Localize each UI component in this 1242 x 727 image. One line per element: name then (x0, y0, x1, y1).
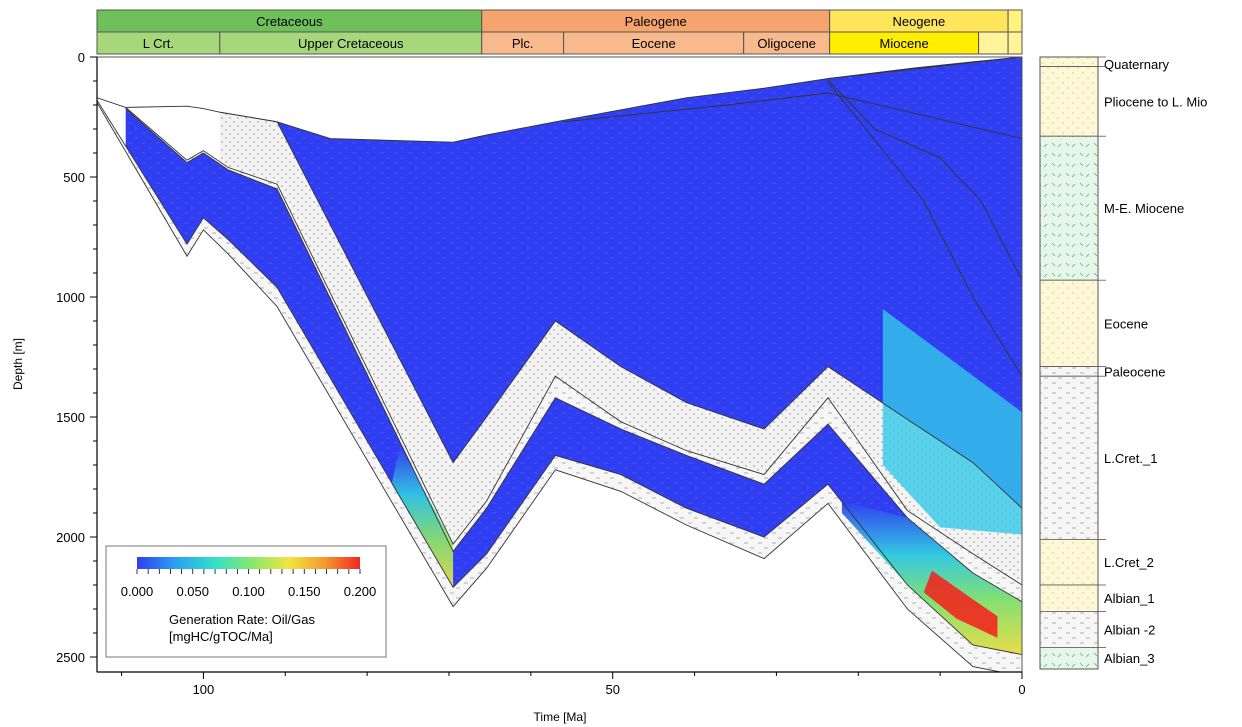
strat-unit (1039, 366, 1099, 377)
strat-unit (1039, 647, 1099, 670)
horizon-line-h1 (97, 57, 1022, 143)
epoch-label: Eocene (632, 36, 676, 51)
strat-unit-label: L.Cret._1 (1104, 451, 1157, 466)
x-tick-label: 0 (1018, 682, 1025, 697)
strat-unit (1039, 584, 1099, 612)
plot-area (97, 57, 1022, 672)
epoch-label: Oligocene (757, 36, 816, 51)
strat-unit (1039, 279, 1099, 368)
strat-unit-label: L.Cret_2 (1104, 555, 1154, 570)
colorbar-tick-label: 0.100 (232, 584, 265, 599)
epoch-label: Upper Cretaceous (298, 36, 404, 51)
epoch-cell (978, 31, 1009, 55)
colorbar-ticks: 0.000 0.050 0.100 0.150 0.200 (121, 569, 377, 599)
colorbar-legend: 0.000 0.050 0.100 0.150 0.200 Generation Rat… (105, 545, 387, 658)
strat-unit (1039, 611, 1099, 648)
period-label: Paleogene (625, 14, 687, 29)
horizon-line-h6 (125, 107, 1022, 586)
y-tick-label: 500 (63, 170, 85, 185)
y-tick-label: 2500 (56, 650, 85, 665)
colorbar-tick-label: 0.000 (121, 584, 154, 599)
layer-upper-source (219, 57, 1022, 509)
layer-paleocene-carrier (219, 112, 1022, 585)
period-label: Cretaceous (256, 14, 323, 29)
strat-unit (1039, 375, 1099, 540)
x-tick-label: 100 (193, 682, 215, 697)
epoch-label: Miocene (880, 36, 929, 51)
x-axis-title: Time [Ma] (534, 710, 587, 724)
strat-unit-label: Albian_1 (1104, 591, 1155, 606)
y-tick-label: 0 (78, 50, 85, 65)
colorbar-tick-label: 0.050 (176, 584, 209, 599)
period-label: Neogene (892, 14, 945, 29)
strat-unit (1039, 539, 1099, 586)
y-tick-label: 2000 (56, 530, 85, 545)
strat-unit-label: Albian -2 (1104, 622, 1155, 637)
y-tick-label: 1000 (56, 290, 85, 305)
epoch-label: Plc. (512, 36, 534, 51)
colorbar-gradient (137, 557, 360, 569)
hot-zone-peak (923, 570, 998, 638)
horizon-line-h2 (563, 92, 1022, 140)
epoch-cell (1007, 31, 1023, 55)
layer-albian-base (97, 100, 1022, 672)
epoch-label: L Crt. (143, 36, 174, 51)
period-cell (1007, 9, 1023, 33)
strat-column-frame (1039, 56, 1099, 670)
x-tick-label: 50 (605, 682, 619, 697)
horizon-line-h9 (97, 102, 1003, 672)
y-axis-title: Depth [m] (11, 338, 25, 390)
strat-unit (1039, 135, 1099, 281)
y-tick-label: 1500 (56, 410, 85, 425)
horizon-line-h8 (97, 99, 1022, 656)
horizon-line-h5 (219, 111, 1022, 509)
strat-unit-label: Albian_3 (1104, 651, 1155, 666)
strat-unit-label: Pliocene to L. Mio (1104, 94, 1207, 109)
strat-unit (1039, 56, 1099, 67)
strat-unit-label: Quaternary (1104, 57, 1170, 72)
warm-zone-upper-source (882, 309, 1022, 535)
horizon-line-h4 (827, 81, 1022, 377)
strat-unit-label: Paleocene (1104, 365, 1165, 380)
colorbar-tick-label: 0.200 (344, 584, 377, 599)
colorbar-label-line1: Generation Rate: Oil/Gas (169, 612, 315, 627)
stratigraphic-column: Quaternary Pliocene to L. Mio M-E. Miocene… (1039, 56, 1207, 670)
strat-unit-label: Eocene (1104, 316, 1148, 331)
colorbar-tick-label: 0.150 (288, 584, 321, 599)
geologic-time-scale: Cretaceous Paleogene Neogene L Crt. Upper Cr… (96, 9, 1023, 55)
horizon-line-h7 (125, 108, 1022, 603)
strat-unit (1039, 66, 1099, 137)
horizon-line-h3 (827, 79, 1022, 281)
colorbar-label-line2: [mgHC/gTOC/Ma] (169, 629, 273, 644)
hot-zone-cretaceous-trough (391, 445, 454, 588)
strat-unit-label: M-E. Miocene (1104, 201, 1184, 216)
